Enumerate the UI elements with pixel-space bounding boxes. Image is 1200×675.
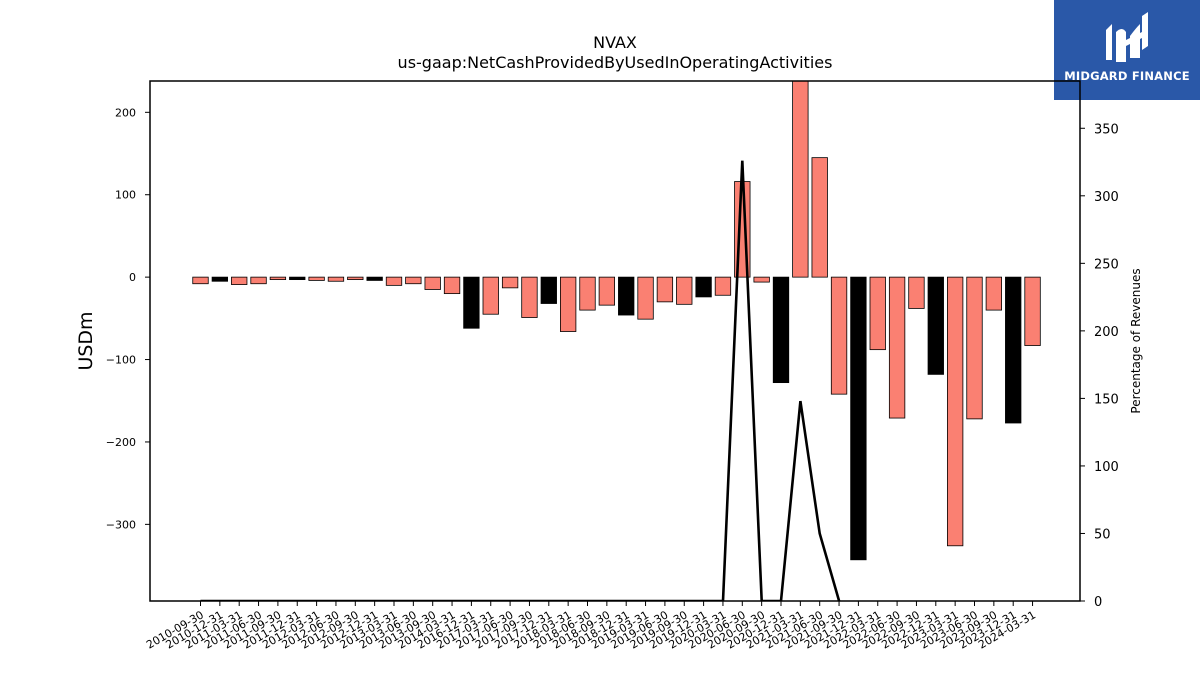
y-tick-label: −100 [106,354,136,367]
chart-title: NVAX [593,33,637,52]
brand-name: MIDGARD FINANCE [1064,69,1190,83]
y2-tick-label: 200 [1094,325,1119,340]
plot-frame [149,80,1081,602]
bar-2020-09-30 [753,276,770,283]
y2-tick-label: 250 [1094,257,1119,272]
bar-2012-09-30 [347,276,364,281]
bar-2018-03-31 [560,276,577,332]
bar-2017-03-31 [482,276,499,315]
bar-2010-09-30 [192,276,209,285]
y2-tick-label: 0 [1094,595,1102,610]
bar-2017-12-31 [540,276,557,304]
bar-2022-12-31 [927,276,944,375]
y2-tick-label: 50 [1094,527,1111,542]
y2-tick-label: 150 [1094,392,1119,407]
bar-2021-03-31 [792,81,809,278]
bar-2012-06-30 [327,276,345,282]
bar-2018-09-30 [598,276,615,306]
bar-2021-12-31 [850,276,867,561]
bar-2019-03-31 [637,276,654,320]
bar-2022-03-31 [869,276,886,351]
bar-2010-12-31 [211,276,229,282]
midgard-finance-logo: MIDGARD FINANCE [1054,0,1200,100]
bar-2023-06-30 [966,276,983,420]
bar-2013-09-30 [424,276,441,290]
y-tick-label: 0 [129,271,136,284]
bar-2023-12-31 [1005,276,1022,424]
bar-2013-06-30 [405,276,422,285]
bar-group [192,81,1041,561]
bar-2018-12-31 [618,276,635,316]
bar-2012-03-31 [308,276,325,281]
y2-tick-label: 100 [1094,460,1119,475]
bar-2011-09-30 [269,276,287,281]
line-group [200,160,841,601]
bar-2012-12-31 [366,276,383,281]
y-tick-label: 100 [115,189,136,202]
bar-2020-03-31 [714,276,732,296]
bar-2022-09-30 [908,276,925,309]
bar-2011-03-31 [231,276,248,285]
x-axis-ticks: 2010-09-302010-12-312011-03-312011-06-30… [144,601,1038,652]
percentage-of-revenues-line [200,160,841,601]
bar-2017-06-30 [501,276,519,289]
bar-2019-06-30 [656,276,674,303]
chart-subtitle: us-gaap:NetCashProvidedByUsedInOperating… [398,53,833,72]
bar-2011-06-30 [250,276,267,285]
bar-2023-03-31 [947,276,964,547]
bar-2019-09-30 [676,276,693,305]
y2-axis-label: Percentage of Revenues [1129,268,1143,413]
y2-tick-label: 350 [1094,122,1119,137]
bar-2024-03-31 [1024,276,1041,346]
y2-axis-ticks: 0 50 100 150 200 250 300 350 [1080,122,1119,610]
y-tick-label: −200 [106,436,136,449]
y-axis-ticks: 200 100 0 −100 −200 −300 [106,106,150,531]
y-tick-label: 200 [115,106,136,119]
bar-2022-06-30 [888,276,906,419]
bar-2021-09-30 [830,276,848,395]
bar-2017-09-30 [521,276,538,318]
bar-2011-12-31 [289,276,306,281]
bar-2019-12-31 [695,276,712,298]
bar-2021-06-30 [811,157,828,278]
bar-2023-09-30 [985,276,1002,311]
bar-2016-12-31 [463,276,480,329]
bar-2013-03-31 [385,276,403,286]
midgard-logo-icon [1106,12,1148,62]
bar-2014-03-31 [443,276,461,295]
y2-tick-label: 300 [1094,190,1119,205]
bar-2020-12-31 [772,276,790,384]
y-axis-label: USDm [75,311,97,370]
y-tick-label: −300 [106,518,136,531]
bar-2018-06-30 [579,276,596,311]
